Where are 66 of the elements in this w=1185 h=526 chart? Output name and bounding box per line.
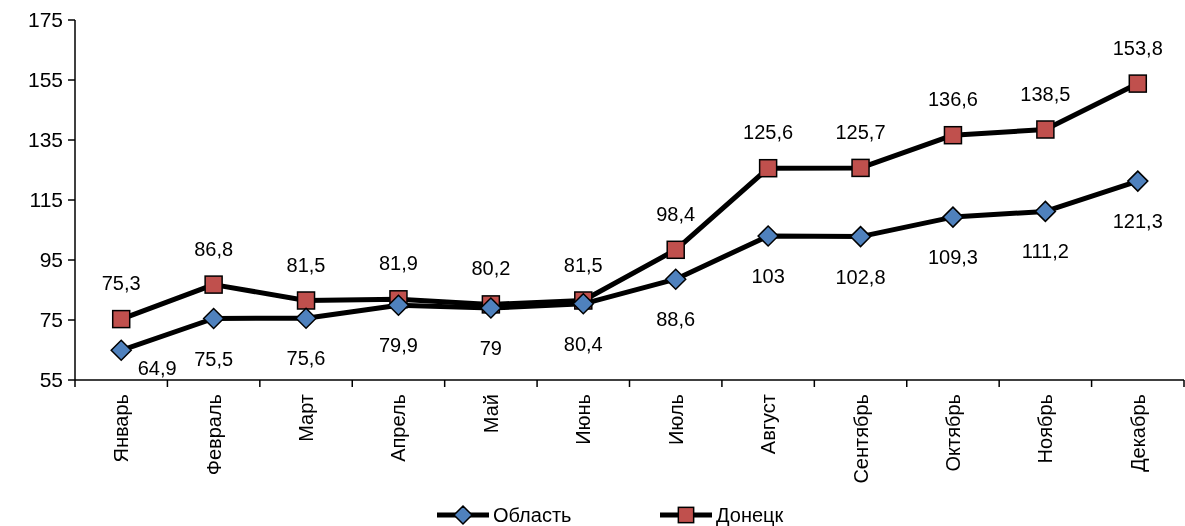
data-label: 75,6 [286,347,326,370]
data-label: 75,3 [101,272,141,295]
x-tick-label: Июнь [572,394,595,445]
point [572,293,595,315]
x-tick-label: Февраль [202,394,225,476]
data-label: 86,8 [194,237,234,260]
data-label: 153,8 [1112,36,1163,59]
point [1036,120,1055,139]
point [849,225,872,248]
y-tick-label: 115 [29,188,63,212]
point [1034,200,1057,223]
point [1128,74,1148,93]
y-tick-label: 55 [39,368,63,392]
data-label: 125,6 [743,121,794,144]
legend-label: Область [493,504,572,526]
point [387,294,410,317]
point [943,125,963,145]
data-label: 136,6 [927,88,978,111]
data-label: 81,5 [563,253,603,276]
point [295,307,317,329]
point [110,339,132,362]
y-tick-label: 155 [27,68,63,92]
data-label: 80,2 [471,257,511,280]
data-label: 121,3 [1112,210,1163,233]
x-tick-label: Март [295,394,318,442]
data-label: 109,3 [927,246,978,269]
data-label: 102,8 [835,265,886,288]
x-tick-label: Октябрь [941,394,964,472]
data-label: 80,4 [563,332,603,355]
point [666,240,685,260]
x-tick-label: Август [757,394,780,455]
data-label: 81,5 [286,253,326,276]
data-label: 103 [751,265,785,287]
x-tick-label: Ноябрь [1034,394,1057,464]
data-label: 79 [479,337,502,359]
y-tick-label: 75 [39,308,63,332]
data-label: 75,5 [194,347,234,370]
point [202,307,225,330]
x-tick-label: Апрель [387,394,410,462]
point [204,275,223,294]
point [296,291,316,310]
legend-label: Донецк [716,504,784,526]
data-label: 98,4 [656,202,696,225]
data-label: 81,9 [378,252,418,275]
x-tick-label: Январь [110,394,133,463]
data-label: 111,2 [1021,240,1069,263]
x-tick-label: Июль [664,394,687,446]
point [664,268,687,290]
data-label: 79,9 [378,334,418,357]
y-tick-label: 135 [27,128,63,152]
point [758,158,778,178]
point [851,158,870,178]
y-tick-label: 95 [39,248,63,272]
y-tick-label: 175 [27,8,63,32]
point [1127,170,1149,192]
data-label: 125,7 [835,120,886,143]
x-tick-label: Сентябрь [849,394,872,484]
point [942,206,964,228]
point [480,297,502,319]
point [757,225,779,247]
data-label: 64,9 [137,357,177,379]
x-tick-label: Декабрь [1126,394,1149,472]
x-tick-label: Май [479,394,502,434]
data-label: 88,6 [656,308,696,331]
data-label: 138,5 [1020,82,1071,105]
point [111,309,131,329]
